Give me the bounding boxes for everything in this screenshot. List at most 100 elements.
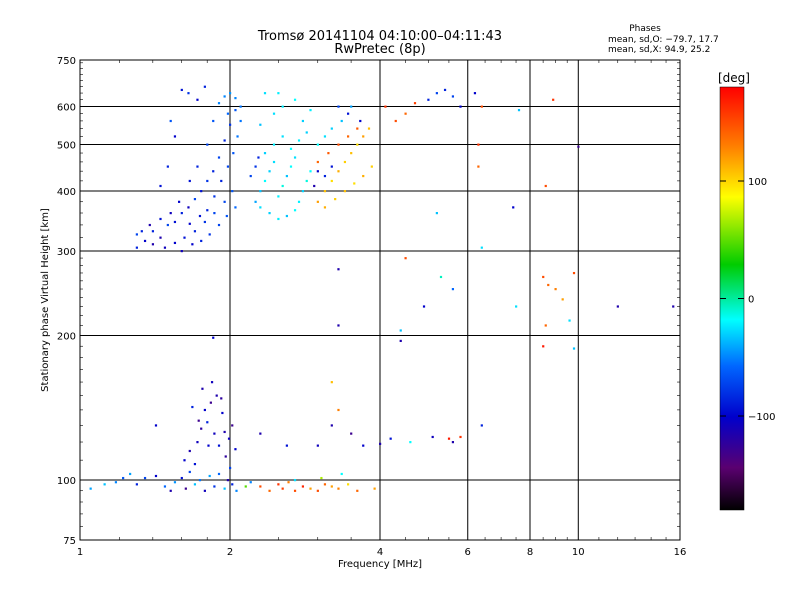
x-axis-ticks: 1 2 4 6 8 10 16: [77, 60, 686, 558]
data-point: [394, 119, 397, 123]
data-point: [480, 424, 483, 427]
data-point: [316, 200, 319, 203]
data-point: [232, 152, 235, 155]
data-point: [173, 241, 177, 245]
data-point: [362, 444, 365, 447]
y-tick-label: 400: [57, 187, 76, 198]
data-point: [343, 190, 347, 193]
data-point: [343, 160, 347, 164]
data-point: [554, 288, 557, 291]
data-point: [281, 487, 284, 490]
data-point: [212, 119, 215, 123]
data-point: [223, 487, 226, 490]
data-point: [197, 419, 200, 422]
data-point: [215, 394, 218, 397]
data-point: [473, 92, 477, 95]
data-point: [413, 102, 417, 105]
data-point: [435, 212, 438, 215]
data-point: [268, 489, 271, 492]
colorbar-tick-label: 0: [748, 295, 754, 306]
data-point: [140, 230, 143, 233]
data-point: [191, 243, 194, 246]
data-point: [309, 170, 312, 173]
data-point: [135, 483, 138, 486]
data-point: [451, 441, 455, 444]
data-point: [263, 179, 267, 183]
data-point: [231, 483, 234, 486]
data-point: [193, 483, 197, 486]
data-point: [239, 119, 242, 123]
data-point: [206, 209, 209, 212]
data-point: [409, 441, 412, 444]
data-point: [173, 481, 177, 484]
data-point: [226, 479, 230, 482]
data-point: [244, 485, 247, 488]
data-point: [212, 336, 215, 339]
data-point: [180, 88, 183, 92]
data-point: [159, 236, 162, 239]
y-tick-label: 600: [57, 103, 76, 114]
data-point: [180, 212, 183, 215]
data-point: [561, 298, 564, 301]
data-point: [229, 92, 232, 95]
colorbar-ticks: 100 0 −100: [720, 177, 775, 423]
data-point: [224, 455, 227, 458]
stats-line1: mean, sd,O: −79.7, 17.7: [608, 35, 719, 45]
data-point: [226, 112, 230, 115]
data-point: [122, 476, 125, 480]
data-point: [346, 112, 350, 115]
data-point: [213, 212, 216, 215]
data-point: [316, 444, 319, 447]
data-point: [422, 305, 426, 308]
data-point: [217, 156, 221, 159]
data-point: [193, 198, 197, 201]
data-point: [268, 212, 271, 215]
data-point: [353, 182, 356, 185]
data-point: [301, 190, 305, 193]
data-point: [159, 184, 162, 188]
data-point: [515, 305, 518, 308]
data-point: [334, 198, 337, 201]
data-point: [346, 135, 350, 138]
data-point: [542, 275, 545, 279]
data-point: [577, 145, 580, 148]
data-point: [180, 250, 183, 253]
data-point: [672, 305, 675, 308]
data-point: [229, 123, 232, 126]
data-point: [404, 257, 407, 260]
data-point: [191, 405, 194, 409]
data-point: [431, 435, 434, 439]
data-point: [223, 139, 226, 142]
data-point: [200, 427, 203, 430]
data-point: [320, 476, 323, 480]
colorbar-tick-label: 100: [748, 177, 767, 188]
grid-lines: [80, 60, 680, 540]
data-point: [447, 437, 451, 440]
data-point: [316, 160, 319, 164]
data-point: [249, 481, 252, 484]
data-point: [203, 220, 206, 224]
data-point: [213, 195, 216, 198]
data-point: [259, 206, 262, 209]
data-point: [188, 449, 191, 453]
data-point: [220, 179, 223, 183]
data-point: [293, 98, 297, 101]
data-point: [293, 489, 297, 492]
data-point: [213, 432, 216, 435]
data-point: [544, 324, 547, 327]
data-point: [220, 397, 223, 400]
colorbar-label: [deg]: [718, 71, 750, 85]
data-point: [281, 184, 284, 188]
data-point: [239, 105, 242, 108]
data-point: [203, 489, 206, 492]
data-point: [337, 487, 340, 490]
data-point: [223, 200, 226, 203]
data-point: [297, 200, 301, 203]
data-point: [293, 209, 297, 212]
data-point: [356, 489, 359, 492]
data-point: [327, 152, 330, 155]
data-point: [340, 119, 343, 123]
data-point: [544, 184, 547, 188]
data-point: [346, 483, 350, 486]
data-point: [330, 381, 333, 384]
